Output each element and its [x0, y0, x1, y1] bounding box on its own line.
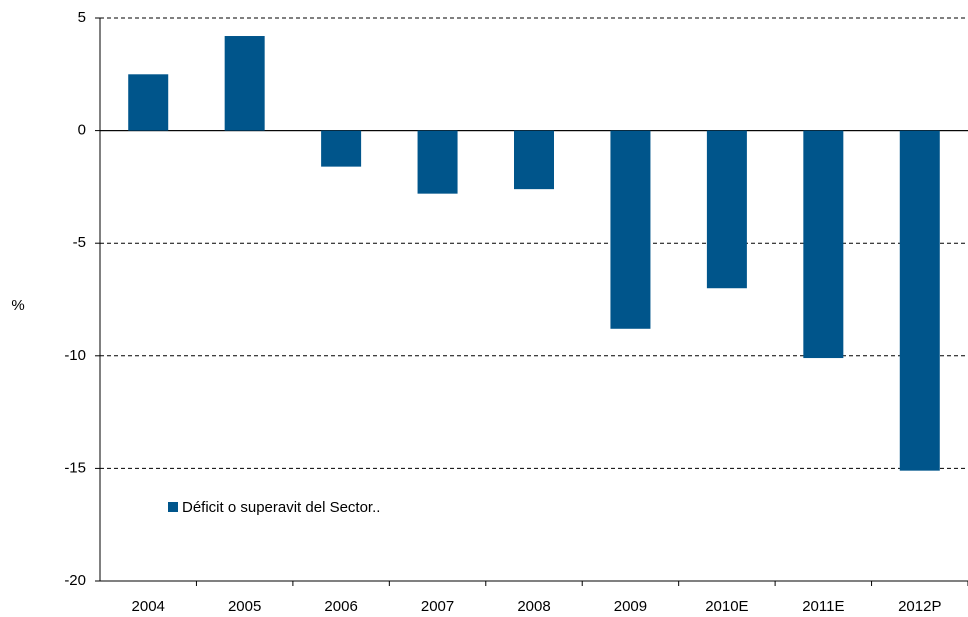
- bar: [899, 130, 940, 471]
- legend-label: Déficit o superavit del Sector..: [182, 499, 380, 516]
- x-tick-label: 2008: [517, 598, 550, 615]
- bar: [128, 74, 169, 131]
- x-tick-label: 2009: [614, 598, 647, 615]
- y-tick-label: -15: [64, 459, 86, 476]
- x-tick-label: 2007: [421, 598, 454, 615]
- x-tick-label: 2004: [132, 598, 165, 615]
- bar: [224, 36, 265, 131]
- bar: [321, 130, 362, 167]
- bar: [610, 130, 651, 329]
- y-tick-label: -10: [64, 347, 86, 364]
- bar: [803, 130, 844, 359]
- bar: [706, 130, 747, 289]
- legend-key: [168, 502, 178, 512]
- bar: [417, 130, 458, 194]
- bar: [514, 130, 554, 190]
- x-tick-label: 2011E: [802, 598, 844, 615]
- x-tick-label: 2005: [228, 598, 261, 615]
- x-tick-label: 2006: [324, 598, 357, 615]
- x-tick-label: 2010E: [705, 598, 748, 615]
- y-axis-label: %: [11, 297, 24, 314]
- y-tick-label: -5: [73, 234, 86, 251]
- x-tick-label: 2012P: [898, 598, 941, 615]
- y-tick-label: 0: [78, 122, 86, 139]
- y-tick-label: 5: [78, 9, 86, 26]
- y-tick-label: -20: [64, 572, 86, 589]
